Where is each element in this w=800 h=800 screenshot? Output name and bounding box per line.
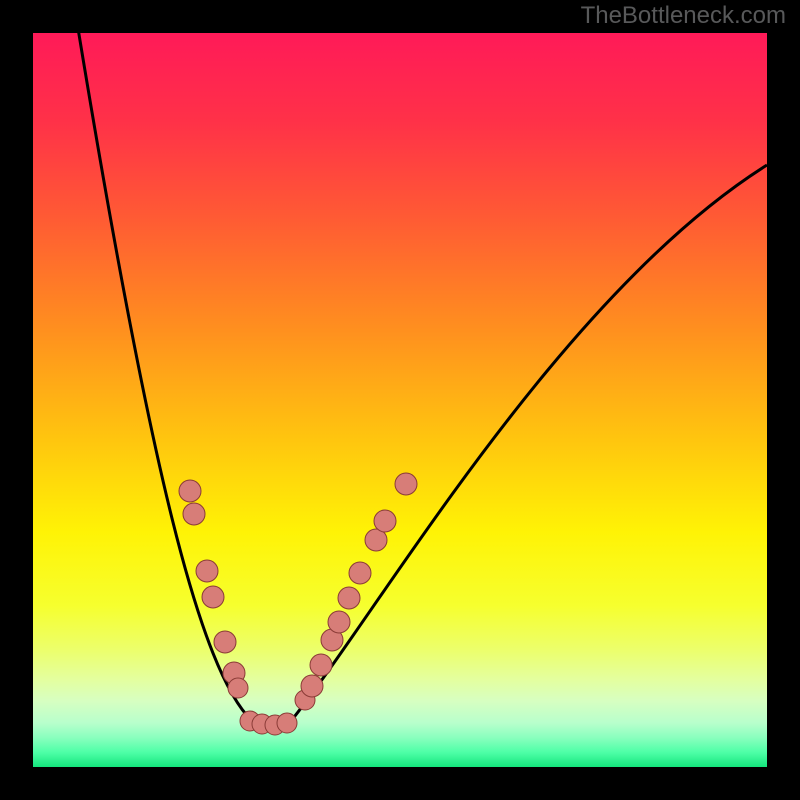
outer-frame: TheBottleneck.com [0,0,800,800]
right-marker [395,473,417,495]
left-marker [228,678,248,698]
watermark-text: TheBottleneck.com [581,2,786,30]
left-marker [179,480,201,502]
right-marker [328,611,350,633]
right-marker [374,510,396,532]
right-marker [301,675,323,697]
right-curve [291,165,767,721]
left-marker [214,631,236,653]
right-marker [310,654,332,676]
bottom-marker [277,713,297,733]
right-marker [349,562,371,584]
left-curve [75,10,252,721]
right-marker [338,587,360,609]
chart-svg [0,0,800,800]
left-marker [196,560,218,582]
left-marker [183,503,205,525]
left-marker [202,586,224,608]
